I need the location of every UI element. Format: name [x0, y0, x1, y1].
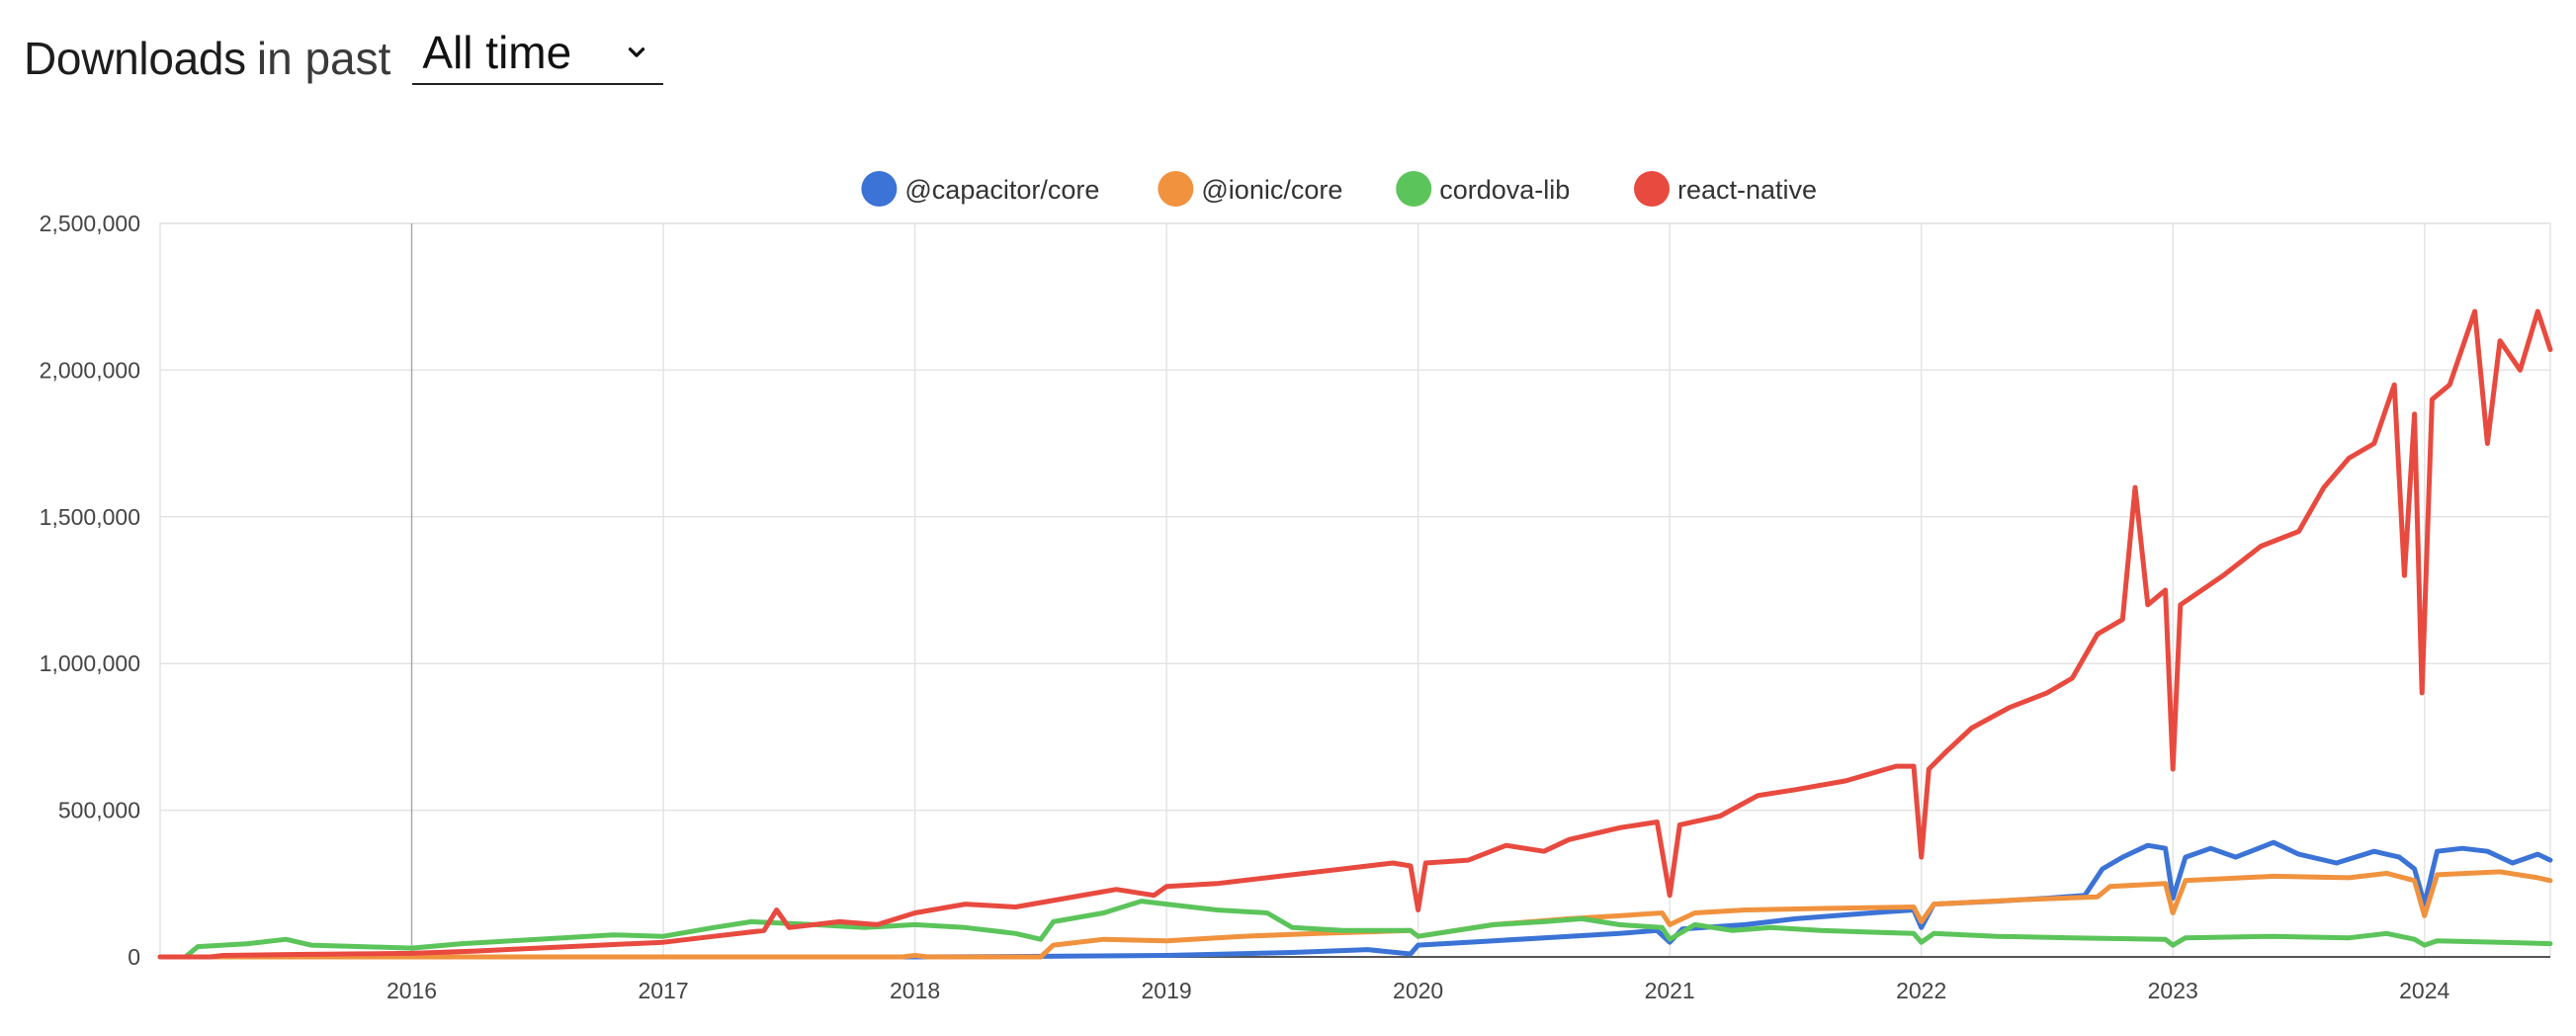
x-tick-label: 2018 [890, 978, 940, 1003]
chart-lines [157, 308, 2553, 960]
plot-border [159, 222, 2551, 958]
y-tick-label: 2,000,000 [40, 357, 140, 383]
x-tick-label: 2017 [638, 978, 688, 1003]
y-tick-label: 2,500,000 [40, 211, 140, 236]
period-select-value: All time [422, 27, 572, 78]
chart-grid [159, 222, 2551, 958]
x-tick-label: 2016 [386, 978, 437, 1003]
legend-swatch-0 [861, 171, 898, 207]
chart-axes: 0 500,000 1,000,000 1,500,000 2,000,000 2,500… [40, 211, 2550, 1003]
legend-label-1[interactable]: @ionic/core [1201, 175, 1342, 205]
x-tick-label: 2020 [1393, 978, 1443, 1003]
header: Downloads in past All time [24, 22, 664, 85]
x-tick-label: 2019 [1142, 978, 1192, 1003]
legend-swatch-1 [1158, 171, 1194, 207]
series-line-2 [157, 899, 2553, 960]
y-tick-label: 1,000,000 [40, 650, 140, 676]
chevron-down-icon [629, 47, 645, 57]
series-line-3 [157, 308, 2553, 960]
chart-legend: @capacitor/core @ionic/core cordova-lib rea… [861, 171, 1817, 207]
legend-swatch-3 [1634, 171, 1670, 207]
x-tick-label: 2024 [2399, 978, 2449, 1003]
legend-label-0[interactable]: @capacitor/core [904, 175, 1099, 205]
x-tick-label: 2022 [1896, 978, 1946, 1003]
x-tick-label: 2021 [1645, 978, 1695, 1003]
legend-label-2[interactable]: cordova-lib [1439, 175, 1570, 205]
title-downloads: Downloads [24, 33, 246, 84]
legend-label-3[interactable]: react-native [1677, 175, 1817, 205]
x-tick-label: 2023 [2148, 978, 2198, 1003]
legend-swatch-2 [1396, 171, 1432, 207]
title-in-past: in past [256, 33, 391, 84]
period-select[interactable]: All time [412, 22, 664, 85]
y-tick-label: 1,500,000 [40, 504, 140, 530]
y-tick-label: 500,000 [58, 798, 140, 823]
series-line-1 [157, 869, 2553, 960]
y-tick-label: 0 [128, 944, 140, 970]
